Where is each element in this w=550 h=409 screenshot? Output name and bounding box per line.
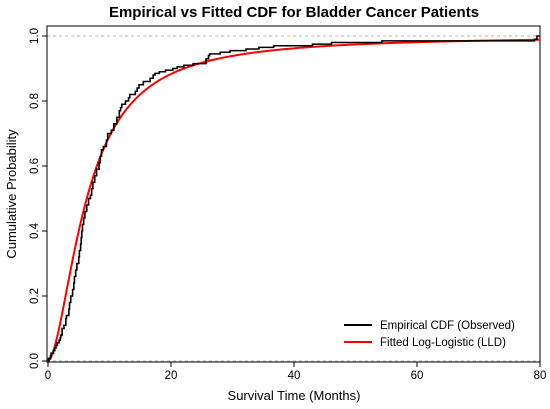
x-tick-label: 60 bbox=[411, 370, 424, 382]
empirical-cdf-line bbox=[47, 35, 540, 362]
x-tick-label: 40 bbox=[288, 370, 301, 382]
y-axis-label: Cumulative Probability bbox=[4, 129, 19, 259]
legend-label: Fitted Log-Logistic (LLD) bbox=[380, 337, 506, 349]
reference-lines bbox=[47, 35, 540, 362]
y-tick-label: 0.4 bbox=[29, 222, 41, 239]
y-tick-label: 1.0 bbox=[29, 28, 41, 44]
y-tick-label: 0.0 bbox=[29, 353, 41, 369]
x-axis: 0 20 40 60 80 bbox=[45, 362, 547, 382]
plot-frame bbox=[46, 25, 541, 363]
series-layer bbox=[47, 35, 541, 362]
legend: Empirical CDF (Observed) Fitted Log-Logis… bbox=[344, 320, 515, 349]
legend-label: Empirical CDF (Observed) bbox=[380, 320, 515, 332]
y-axis: 0.0 0.2 0.4 0.6 0.8 1.0 bbox=[29, 28, 47, 369]
y-tick-label: 0.2 bbox=[29, 288, 41, 304]
x-tick-label: 80 bbox=[534, 370, 547, 382]
fitted-cdf-line bbox=[47, 38, 541, 362]
chart-title: Empirical vs Fitted CDF for Bladder Canc… bbox=[109, 4, 479, 21]
x-tick-label: 20 bbox=[165, 370, 178, 382]
y-tick-label: 0.8 bbox=[29, 93, 41, 109]
x-axis-label: Survival Time (Months) bbox=[228, 388, 361, 403]
y-tick-label: 0.6 bbox=[29, 158, 41, 174]
x-tick-label: 0 bbox=[45, 370, 51, 382]
